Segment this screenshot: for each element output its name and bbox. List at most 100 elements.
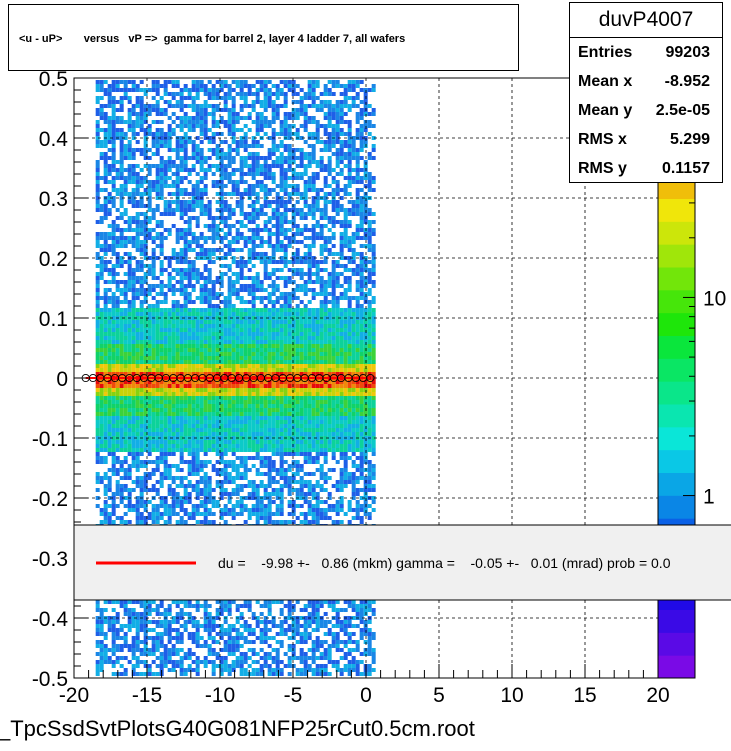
heatmap-cell bbox=[275, 216, 280, 220]
heatmap-cell bbox=[255, 92, 260, 96]
heatmap-cell bbox=[231, 420, 236, 424]
heatmap-cell bbox=[147, 636, 152, 640]
heatmap-cell bbox=[175, 308, 180, 312]
heatmap-cell bbox=[259, 168, 264, 172]
heatmap-cell bbox=[135, 392, 140, 396]
heatmap-cell bbox=[159, 180, 164, 184]
heatmap-cell bbox=[135, 384, 140, 388]
heatmap-cell bbox=[223, 100, 228, 104]
heatmap-cell bbox=[195, 672, 200, 676]
heatmap-cell bbox=[263, 124, 268, 128]
heatmap-cell bbox=[123, 152, 128, 156]
heatmap-cell bbox=[203, 372, 208, 376]
heatmap-cell bbox=[123, 344, 128, 348]
heatmap-cell bbox=[231, 104, 236, 108]
heatmap-cell bbox=[103, 112, 108, 116]
heatmap-cell bbox=[131, 148, 136, 152]
heatmap-cell bbox=[235, 120, 240, 124]
heatmap-cell bbox=[163, 500, 168, 504]
heatmap-cell bbox=[199, 404, 204, 408]
heatmap-cell bbox=[239, 504, 244, 508]
heatmap-cell bbox=[179, 212, 184, 216]
heatmap-cell bbox=[143, 240, 148, 244]
heatmap-cell bbox=[123, 432, 128, 436]
heatmap-cell bbox=[223, 96, 228, 100]
heatmap-cell bbox=[95, 432, 100, 436]
heatmap-cell bbox=[267, 608, 272, 612]
heatmap-cell bbox=[183, 176, 188, 180]
heatmap-cell bbox=[179, 480, 184, 484]
heatmap-cell bbox=[263, 432, 268, 436]
heatmap-cell bbox=[243, 100, 248, 104]
heatmap-cell bbox=[219, 164, 224, 168]
heatmap-cell bbox=[227, 512, 232, 516]
heatmap-cell bbox=[243, 476, 248, 480]
heatmap-cell bbox=[223, 520, 228, 524]
heatmap-cell bbox=[179, 236, 184, 240]
heatmap-cell bbox=[227, 480, 232, 484]
heatmap-cell bbox=[179, 636, 184, 640]
heatmap-cell bbox=[255, 340, 260, 344]
heatmap-cell bbox=[231, 340, 236, 344]
heatmap-cell bbox=[139, 300, 144, 304]
heatmap-cell bbox=[211, 288, 216, 292]
heatmap-cell bbox=[171, 304, 176, 308]
heatmap-cell bbox=[251, 632, 256, 636]
heatmap-cell bbox=[191, 88, 196, 92]
heatmap-cell bbox=[139, 308, 144, 312]
heatmap-cell bbox=[215, 248, 220, 252]
heatmap-cell bbox=[195, 364, 200, 368]
heatmap-cell bbox=[95, 644, 100, 648]
heatmap-cell bbox=[143, 612, 148, 616]
heatmap-cell bbox=[163, 92, 168, 96]
heatmap-cell bbox=[247, 484, 252, 488]
heatmap-cell bbox=[179, 168, 184, 172]
heatmap-cell bbox=[235, 408, 240, 412]
heatmap-cell bbox=[107, 96, 112, 100]
heatmap-cell bbox=[207, 348, 212, 352]
heatmap-cell bbox=[115, 216, 120, 220]
heatmap-cell bbox=[111, 332, 116, 336]
heatmap-cell bbox=[219, 312, 224, 316]
heatmap-cell bbox=[239, 300, 244, 304]
heatmap-cell bbox=[171, 104, 176, 108]
heatmap-cell bbox=[147, 132, 152, 136]
heatmap-cell bbox=[239, 472, 244, 476]
heatmap-cell bbox=[219, 648, 224, 652]
heatmap-cell bbox=[239, 444, 244, 448]
heatmap-cell bbox=[267, 360, 272, 364]
heatmap-cell bbox=[127, 344, 132, 348]
heatmap-cell bbox=[115, 392, 120, 396]
heatmap-cell bbox=[267, 644, 272, 648]
heatmap-cell bbox=[131, 244, 136, 248]
heatmap-cell bbox=[135, 84, 140, 88]
heatmap-cell bbox=[235, 472, 240, 476]
heatmap-cell bbox=[183, 296, 188, 300]
heatmap-cell bbox=[239, 164, 244, 168]
heatmap-cell bbox=[139, 200, 144, 204]
heatmap-cell bbox=[99, 360, 104, 364]
heatmap-cell bbox=[243, 460, 248, 464]
heatmap-cell bbox=[231, 368, 236, 372]
heatmap-cell bbox=[239, 624, 244, 628]
heatmap-cell bbox=[239, 140, 244, 144]
heatmap-cell bbox=[119, 292, 124, 296]
heatmap-cell bbox=[259, 356, 264, 360]
heatmap-cell bbox=[163, 172, 168, 176]
heatmap-cell bbox=[247, 384, 252, 388]
heatmap-cell bbox=[259, 184, 264, 188]
heatmap-cell bbox=[135, 320, 140, 324]
heatmap-cell bbox=[223, 468, 228, 472]
heatmap-cell bbox=[191, 164, 196, 168]
heatmap-cell bbox=[107, 100, 112, 104]
heatmap-cell bbox=[251, 84, 256, 88]
heatmap-cell bbox=[263, 336, 268, 340]
heatmap-cell bbox=[259, 312, 264, 316]
heatmap-cell bbox=[223, 244, 228, 248]
heatmap-cell bbox=[131, 280, 136, 284]
heatmap-cell bbox=[203, 356, 208, 360]
heatmap-cell bbox=[219, 600, 224, 604]
heatmap-cell bbox=[155, 140, 160, 144]
heatmap-cell bbox=[203, 328, 208, 332]
heatmap-cell bbox=[159, 392, 164, 396]
